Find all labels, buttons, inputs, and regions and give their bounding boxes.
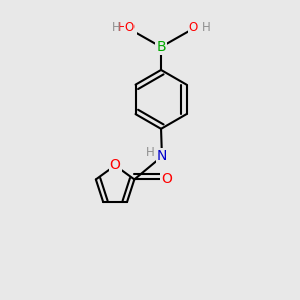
Text: H: H [202, 21, 211, 34]
Text: O: O [161, 172, 172, 186]
Text: H: H [146, 146, 154, 159]
Text: O: O [110, 158, 121, 172]
Text: O: O [189, 21, 198, 34]
Text: N: N [157, 149, 167, 164]
Text: HO: HO [118, 21, 136, 34]
Text: B: B [156, 40, 166, 54]
Text: H: H [112, 21, 120, 34]
Text: O: O [124, 21, 134, 34]
